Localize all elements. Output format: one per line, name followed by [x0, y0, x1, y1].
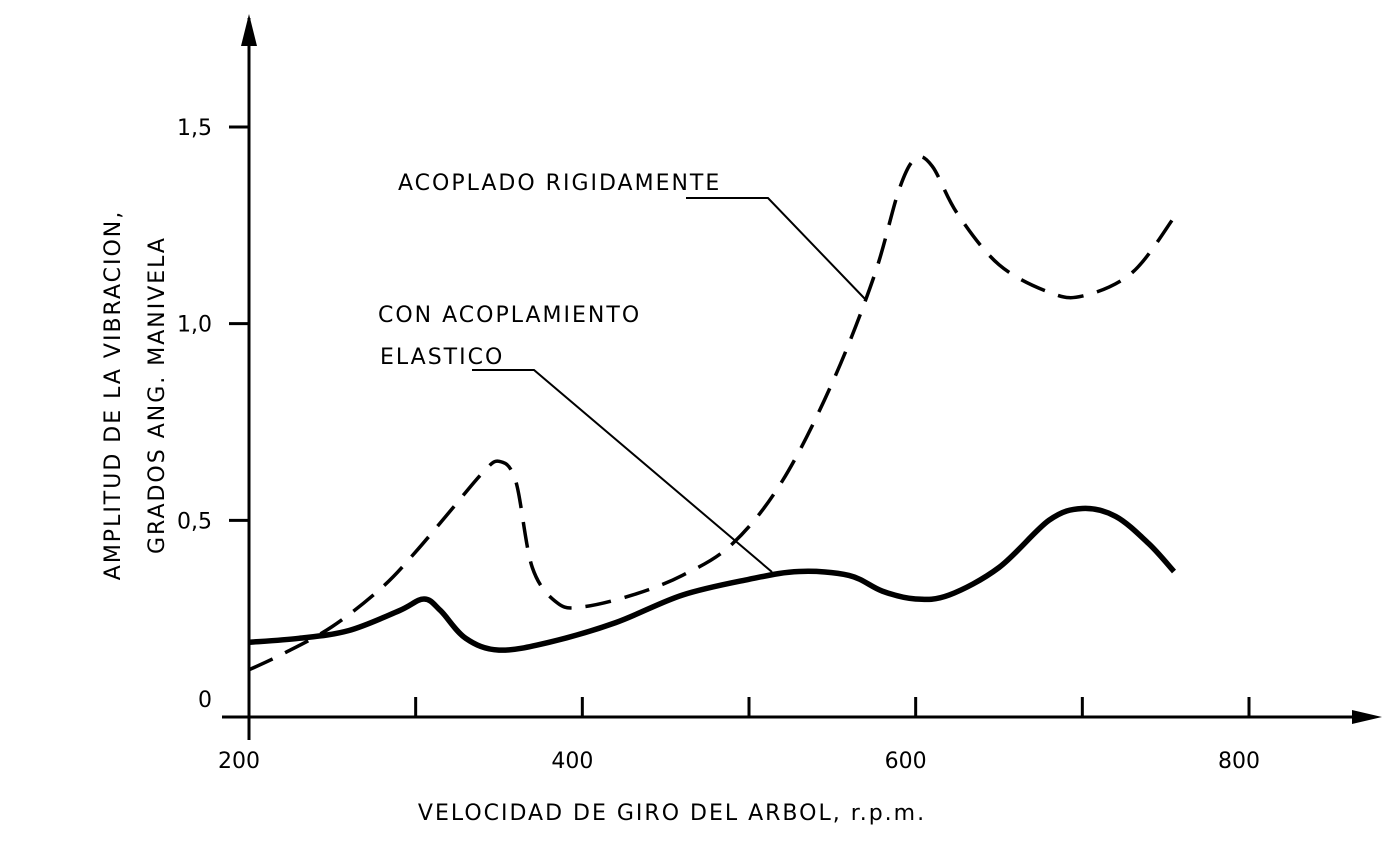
leader-line-rigid — [686, 197, 867, 301]
axes — [222, 14, 1382, 740]
x-tick-label-200: 200 — [218, 749, 260, 774]
y-tick-label-0: 0 — [198, 688, 212, 713]
series-line-elastic — [248, 505, 1177, 653]
y-axis-title: AMPLITUD DE LA VIBRACION, — [101, 210, 126, 580]
y-axis-title-line1: AMPLITUD DE LA VIBRACION, — [101, 210, 126, 580]
x-axis-arrow — [1352, 710, 1382, 724]
annotation-rigid: ACOPLADO RIGIDAMENTE — [398, 171, 721, 196]
annotation-elastic-line2: ELASTICO — [380, 345, 504, 370]
y-axis-arrow — [241, 14, 257, 46]
series-group — [248, 155, 1177, 672]
tick-labels: 200 400 600 800 0 0,5 1,0 1,5 — [177, 116, 1260, 774]
annotation-elastic-line1: CON ACOPLAMIENTO — [378, 303, 641, 328]
x-tick-label-600: 600 — [885, 749, 927, 774]
x-axis-title: VELOCIDAD DE GIRO DEL ARBOL, r.p.m. — [418, 801, 926, 826]
series-line-rigid — [248, 155, 1176, 672]
y-tick-label-3: 1,5 — [177, 116, 212, 141]
y-axis-title-line2: GRADOS ANG. MANIVELA — [145, 236, 170, 554]
x-tick-label-800: 800 — [1218, 749, 1260, 774]
leader-line-elastic — [472, 369, 773, 573]
ticks — [229, 125, 1251, 717]
x-tick-label-400: 400 — [551, 749, 593, 774]
y-tick-label-1: 0,5 — [177, 509, 212, 534]
y-tick-label-2: 1,0 — [177, 313, 212, 338]
y-axis-title-2: GRADOS ANG. MANIVELA — [145, 236, 170, 554]
